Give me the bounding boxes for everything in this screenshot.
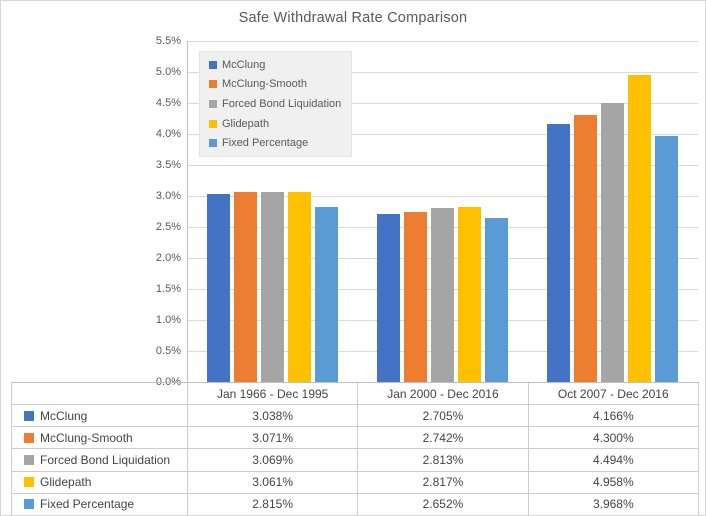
bar-fixed-percentage [655,135,679,382]
table-value-cell: 2.742% [358,427,529,450]
table-value-cell: 3.061% [188,471,359,494]
legend-color-swatch [209,119,217,128]
y-axis-tick-label: 1.5% [155,283,181,295]
bar-group [187,41,357,382]
y-axis-tick-label: 2.0% [155,252,181,264]
table-series-label: McClung [12,405,188,428]
horizontal-gridline [187,72,698,73]
legend-color-swatch [209,60,217,69]
bar-glidepath [457,207,481,382]
horizontal-gridline [187,196,698,197]
table-series-name: Forced Bond Liquidation [40,453,171,468]
table-category-header: Oct 2007 - Dec 2016 [528,383,699,406]
table-value-cell: 2.705% [358,405,529,428]
table-series-label: Glidepath [12,471,188,494]
legend-color-swatch [209,80,217,89]
legend-label: McClung [222,58,266,71]
table-series-label: Forced Bond Liquidation [12,449,188,472]
table-value-cell: 4.166% [528,405,699,428]
plot-area [187,41,699,382]
horizontal-gridline [187,103,698,104]
horizontal-gridline [187,41,698,42]
y-axis-tick-label: 4.5% [155,97,181,109]
chart-title: Safe Withdrawal Rate Comparison [238,10,468,26]
table-key-swatch [24,499,34,510]
bar-forced-bond-liquidation [260,191,284,382]
bar-forced-bond-liquidation [601,103,625,382]
bar-group [357,41,527,382]
legend: McClung McClung-Smooth Forced Bond Liquida… [199,51,352,157]
bar-mcclung-smooth [233,191,257,382]
legend-color-swatch [209,139,217,148]
table-category-header: Jan 2000 - Dec 2016 [358,383,529,406]
table-corner-cell [12,383,188,406]
y-axis-tick-label: 2.5% [155,221,181,233]
table-category-header: Jan 1966 - Dec 1995 [188,383,359,406]
table-value-cell: 2.817% [358,471,529,494]
legend-label: Glidepath [222,117,270,130]
table-key-swatch [24,410,34,421]
table-key-swatch [24,477,34,488]
bar-glidepath [628,74,652,382]
y-axis-tick-label: 4.0% [155,128,181,140]
table-value-cell: 2.652% [358,493,529,515]
legend-label: Fixed Percentage [222,137,309,150]
bar-mcclung [206,193,230,382]
table-series-name: McClung [40,408,88,423]
table-value-cell: 3.968% [528,493,699,515]
y-axis-tick-label: 1.0% [155,314,181,326]
table-value-cell: 3.071% [188,427,359,450]
horizontal-gridline [187,165,698,166]
y-axis-tick-label: 5.5% [155,35,181,47]
y-axis-tick-label: 0.5% [155,345,181,357]
table-series-label: McClung-Smooth [12,427,188,450]
table-series-name: McClung-Smooth [40,430,133,445]
table-series-name: Glidepath [40,475,92,490]
bar-forced-bond-liquidation [430,207,454,382]
y-axis-tick-label: 5.0% [155,66,181,78]
legend-entry: McClung [209,59,347,71]
table-series-name: Fixed Percentage [40,497,135,512]
bar-mcclung [547,123,571,382]
horizontal-gridline [187,134,698,135]
table-value-cell: 2.815% [188,493,359,515]
y-axis-tick-label: 3.5% [155,159,181,171]
table-key-swatch [24,455,34,466]
legend-entry: McClung-Smooth [209,78,347,90]
bar-fixed-percentage [484,217,508,382]
table-value-cell: 4.494% [528,449,699,472]
data-table: Jan 1966 - Dec 1995 Jan 2000 - Dec 2016 Oc… [11,382,699,515]
table-value-cell: 3.069% [188,449,359,472]
table-series-label: Fixed Percentage [12,493,188,515]
bar-glidepath [287,192,311,382]
legend-label: Forced Bond Liquidation [222,97,342,110]
y-axis-tick-label: 3.0% [155,190,181,202]
table-key-swatch [24,432,34,443]
table-value-cell: 3.038% [188,405,359,428]
table-value-cell: 4.300% [528,427,699,450]
bar-mcclung-smooth [574,115,598,382]
legend-entry: Glidepath [209,118,347,130]
bar-group [528,41,698,382]
legend-label: McClung-Smooth [222,78,307,91]
legend-color-swatch [209,99,217,108]
bar-mcclung [376,214,400,382]
bar-mcclung-smooth [403,212,427,382]
legend-entry: Fixed Percentage [209,137,347,149]
table-value-cell: 4.958% [528,471,699,494]
legend-entry: Forced Bond Liquidation [209,98,347,110]
bar-fixed-percentage [314,207,338,382]
table-value-cell: 2.813% [358,449,529,472]
